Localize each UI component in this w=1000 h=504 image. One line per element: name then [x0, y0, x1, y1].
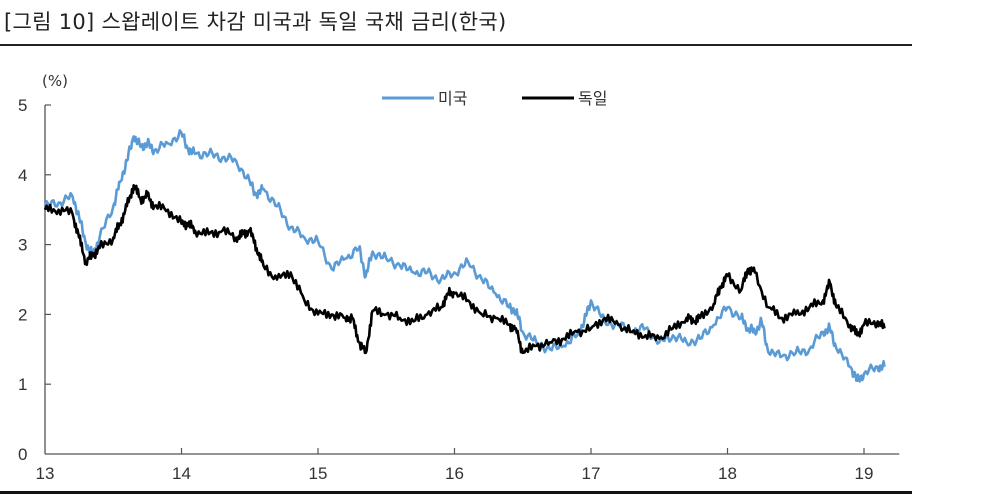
- series-line-us: [43, 129, 886, 383]
- y-tick-label: 1: [18, 375, 27, 394]
- x-tick-label: 18: [718, 464, 737, 483]
- x-tick-label: 14: [172, 464, 191, 483]
- x-tick-label: 17: [582, 464, 601, 483]
- y-tick-label: 2: [18, 305, 27, 324]
- y-tick-label: 4: [18, 166, 27, 185]
- chart-legend: 미국 독일: [382, 89, 607, 108]
- y-tick-label: 5: [18, 96, 27, 115]
- title-divider: [0, 44, 912, 46]
- x-tick-label: 15: [309, 464, 328, 483]
- chart-axes: 0 1 2 3 4 5 13 14 15 16 17 18 19: [18, 96, 900, 483]
- series-line-germany: [43, 184, 886, 355]
- y-axis-unit-label: (%): [42, 72, 68, 90]
- x-tick-label: 16: [445, 464, 464, 483]
- figure-title: [그림 10] 스왑레이트 차감 미국과 독일 국채 금리(한국): [4, 10, 507, 34]
- x-tick-label: 13: [36, 464, 55, 483]
- y-tick-label: 3: [18, 236, 27, 255]
- x-tick-label: 19: [855, 464, 874, 483]
- legend-label: 미국: [438, 89, 467, 108]
- legend-label: 독일: [578, 89, 607, 108]
- bottom-divider: [0, 491, 912, 494]
- chart-series: [43, 129, 886, 383]
- y-tick-label: 0: [18, 445, 27, 464]
